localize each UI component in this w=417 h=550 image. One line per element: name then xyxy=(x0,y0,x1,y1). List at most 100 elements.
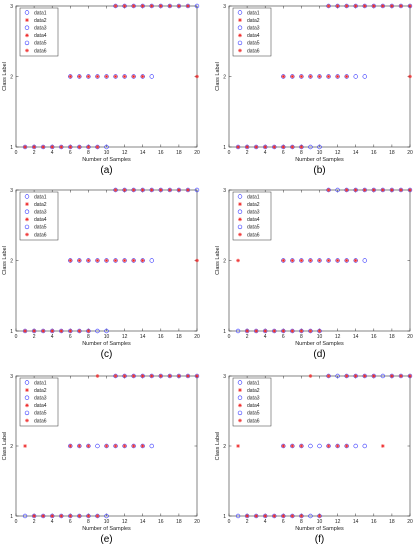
data-point-star xyxy=(41,329,46,333)
data-point-star xyxy=(335,258,340,263)
x-tick-label: 16 xyxy=(371,334,377,340)
x-tick-label: 14 xyxy=(140,150,146,156)
data-point-star xyxy=(281,145,286,149)
data-point-circle xyxy=(353,74,358,79)
data-point-star xyxy=(299,444,304,448)
data-point-star xyxy=(131,4,136,8)
x-tick-label: 10 xyxy=(104,150,110,156)
data-point-star xyxy=(158,4,163,8)
data-point-star xyxy=(41,514,46,518)
data-point-circle xyxy=(362,443,367,449)
data-point-star xyxy=(195,374,199,378)
legend-entry-label: data6 xyxy=(247,232,260,238)
x-tick-label: 6 xyxy=(69,519,72,525)
data-point-star xyxy=(380,444,385,448)
data-point-star xyxy=(389,374,394,378)
data-point-star xyxy=(281,258,286,263)
x-tick-label: 8 xyxy=(300,150,303,156)
data-point-star xyxy=(344,4,349,8)
data-point-star xyxy=(281,74,286,79)
data-point-star xyxy=(140,74,145,79)
x-tick-label: 4 xyxy=(264,334,267,340)
x-tick-label: 6 xyxy=(282,334,285,340)
legend-marker-circle xyxy=(24,380,30,385)
legend-entry-label: data6 xyxy=(34,418,47,424)
legend-entry-label: data5 xyxy=(247,411,260,417)
x-tick-label: 4 xyxy=(51,150,54,156)
legend-marker-circle xyxy=(24,10,30,15)
panel-caption: (a) xyxy=(100,165,112,176)
legend-entry-label: data1 xyxy=(34,380,47,386)
y-axis-label: Class Label xyxy=(2,432,8,461)
x-tick-label: 2 xyxy=(33,150,36,156)
data-point-star xyxy=(32,329,36,333)
legend-marker-circle xyxy=(237,209,243,214)
data-point-star xyxy=(86,444,91,448)
data-point-circle xyxy=(68,74,73,79)
data-point-star xyxy=(299,514,304,518)
x-tick-label: 14 xyxy=(353,150,359,156)
x-tick-label: 12 xyxy=(122,150,128,156)
x-tick-label: 4 xyxy=(51,334,54,340)
data-point-circle xyxy=(95,74,100,79)
data-point-star xyxy=(380,4,385,8)
data-point-star xyxy=(326,4,331,8)
data-point-circle xyxy=(308,513,313,519)
data-point-star xyxy=(23,145,27,149)
data-point-circle xyxy=(317,144,322,150)
legend-marker-star xyxy=(25,18,29,23)
x-tick-label: 6 xyxy=(69,334,72,340)
data-point-star xyxy=(245,329,250,333)
data-point-star xyxy=(95,258,100,263)
legend-marker-star xyxy=(238,202,242,207)
legend-entry-label: data1 xyxy=(247,10,260,16)
data-point-star xyxy=(167,188,172,192)
data-point-star xyxy=(362,188,367,192)
data-point-star xyxy=(290,258,295,263)
x-tick-label: 16 xyxy=(371,519,377,525)
data-point-star xyxy=(335,4,340,8)
x-tick-label: 8 xyxy=(300,334,303,340)
data-point-circle xyxy=(22,513,28,519)
data-point-star xyxy=(68,514,73,518)
data-point-star xyxy=(353,188,358,192)
y-axis-label: Class Label xyxy=(215,62,221,91)
data-point-star xyxy=(371,374,376,378)
data-point-star xyxy=(77,74,82,79)
data-point-star xyxy=(245,514,250,518)
data-point-circle xyxy=(95,328,100,334)
legend-marker-star xyxy=(25,388,29,393)
data-point-star xyxy=(32,145,36,149)
legend-entry-label: data3 xyxy=(247,210,260,216)
data-point-circle xyxy=(104,513,109,519)
legend-marker-circle xyxy=(24,25,30,30)
legend-entry-label: data2 xyxy=(247,18,260,24)
data-point-star xyxy=(68,74,73,79)
y-tick-label: 3 xyxy=(223,374,226,380)
x-tick-label: 8 xyxy=(87,334,90,340)
data-point-circle xyxy=(335,373,340,379)
data-point-circle xyxy=(380,373,386,379)
x-tick-label: 20 xyxy=(194,334,200,340)
data-point-star xyxy=(50,329,55,333)
data-point-star xyxy=(41,145,46,149)
data-point-star xyxy=(23,329,27,333)
x-axis-label: Number of Samples xyxy=(295,341,344,347)
x-tick-label: 18 xyxy=(389,150,395,156)
legend-entry-label: data2 xyxy=(34,388,47,394)
y-tick-label: 2 xyxy=(223,444,226,450)
legend-marker-circle xyxy=(237,410,243,416)
x-tick-label: 0 xyxy=(228,519,231,525)
data-point-star xyxy=(263,145,268,149)
x-tick-label: 20 xyxy=(194,519,200,525)
data-point-star xyxy=(281,444,286,448)
data-point-star xyxy=(272,329,277,333)
legend-marker-circle xyxy=(24,224,30,230)
y-tick-label: 2 xyxy=(10,444,13,450)
data-point-star xyxy=(380,188,385,192)
legend-entry-label: data1 xyxy=(247,380,260,386)
data-point-star xyxy=(195,258,199,263)
data-point-circle xyxy=(194,3,200,9)
